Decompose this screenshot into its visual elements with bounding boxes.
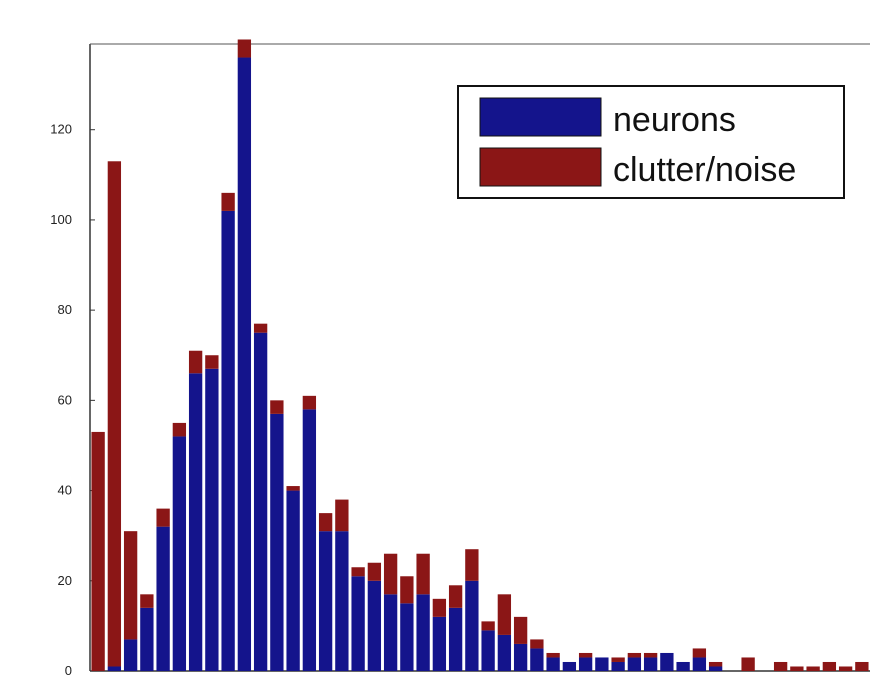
bar-segment-clutter-noise bbox=[383, 553, 398, 595]
bar-segment-neurons bbox=[708, 666, 723, 671]
bar-segment-neurons bbox=[156, 526, 170, 671]
bar-segment-clutter-noise bbox=[513, 616, 528, 644]
y-tick-label: 40 bbox=[58, 483, 72, 498]
bar-segment-clutter-noise bbox=[205, 355, 219, 369]
bar-segment-clutter-noise bbox=[546, 652, 560, 658]
y-ticks: 0 20 40 60 80 100 120 bbox=[50, 122, 95, 678]
bar-segment-clutter-noise bbox=[156, 508, 170, 527]
bar-segment-clutter-noise bbox=[692, 648, 707, 658]
bar-segment-clutter-noise bbox=[806, 666, 820, 671]
legend-label-neurons: neurons bbox=[613, 101, 736, 139]
bars bbox=[91, 39, 869, 671]
bar-segment-neurons bbox=[546, 657, 560, 671]
bar-segment-neurons bbox=[237, 57, 252, 671]
bar-segment-clutter-noise bbox=[172, 422, 187, 437]
bar-segment-clutter-noise bbox=[481, 621, 495, 631]
bar-segment-neurons bbox=[660, 652, 674, 671]
bar-segment-clutter-noise bbox=[432, 598, 447, 617]
bar-segment-neurons bbox=[367, 580, 382, 671]
bar-segment-neurons bbox=[221, 210, 235, 671]
bar-segment-neurons bbox=[611, 661, 625, 671]
bar-segment-clutter-noise bbox=[822, 661, 837, 671]
bar-segment-neurons bbox=[107, 666, 122, 671]
y-tick-label: 80 bbox=[58, 302, 72, 317]
bar-segment-neurons bbox=[205, 368, 219, 671]
bar-segment-clutter-noise bbox=[400, 576, 414, 604]
bar-segment-neurons bbox=[351, 576, 365, 671]
bar-segment-neurons bbox=[172, 436, 187, 671]
bar-segment-neurons bbox=[692, 657, 707, 671]
bar-segment-clutter-noise bbox=[140, 594, 154, 608]
bar-segment-neurons bbox=[416, 594, 430, 671]
bar-segment-neurons bbox=[140, 607, 154, 671]
bar-segment-clutter-noise bbox=[188, 350, 203, 374]
bar-segment-clutter-noise bbox=[351, 567, 365, 577]
bar-segment-clutter-noise bbox=[530, 639, 544, 649]
bar-segment-neurons bbox=[188, 373, 203, 671]
bar-segment-neurons bbox=[676, 661, 690, 671]
bar-segment-clutter-noise bbox=[367, 562, 382, 581]
y-tick-label: 0 bbox=[65, 663, 72, 678]
bar-segment-neurons bbox=[513, 643, 528, 671]
bar-segment-clutter-noise bbox=[741, 657, 755, 671]
bar-segment-clutter-noise bbox=[773, 661, 788, 671]
bar-segment-clutter-noise bbox=[253, 323, 268, 333]
y-tick-label: 20 bbox=[58, 573, 72, 588]
bar-segment-clutter-noise bbox=[790, 666, 804, 671]
bar-segment-neurons bbox=[383, 594, 398, 671]
bar-segment-clutter-noise bbox=[627, 652, 642, 658]
y-tick-label: 100 bbox=[50, 212, 72, 227]
bar-segment-neurons bbox=[643, 657, 658, 671]
bar-segment-neurons bbox=[318, 531, 333, 671]
bar-segment-neurons bbox=[400, 603, 414, 671]
bar-segment-clutter-noise bbox=[838, 666, 853, 671]
bar-segment-neurons bbox=[432, 616, 447, 671]
bar-segment-clutter-noise bbox=[302, 395, 317, 410]
legend-swatch-neurons bbox=[479, 97, 602, 137]
bar-segment-neurons bbox=[481, 630, 495, 671]
bar-segment-neurons bbox=[465, 580, 479, 671]
bar-segment-clutter-noise bbox=[611, 657, 625, 662]
y-tick-label: 60 bbox=[58, 392, 72, 407]
bar-segment-clutter-noise bbox=[578, 652, 593, 658]
bar-segment-clutter-noise bbox=[643, 652, 658, 658]
bar-segment-neurons bbox=[302, 409, 317, 671]
bar-segment-clutter-noise bbox=[107, 161, 122, 667]
y-tick-label: 120 bbox=[50, 122, 72, 137]
legend-label-clutter-noise: clutter/noise bbox=[613, 151, 796, 189]
bar-segment-clutter-noise bbox=[708, 661, 723, 667]
bar-segment-neurons bbox=[335, 531, 349, 671]
bar-segment-neurons bbox=[270, 413, 284, 671]
bar-segment-clutter-noise bbox=[318, 513, 333, 532]
bar-segment-neurons bbox=[595, 657, 609, 671]
bar-segment-neurons bbox=[530, 648, 544, 671]
bar-segment-clutter-noise bbox=[416, 553, 430, 595]
bar-segment-clutter-noise bbox=[91, 431, 105, 671]
bar-segment-clutter-noise bbox=[123, 531, 138, 640]
bar-segment-clutter-noise bbox=[270, 400, 284, 414]
bar-segment-neurons bbox=[627, 657, 642, 671]
legend-swatch-clutter-noise bbox=[479, 147, 602, 187]
bar-segment-clutter-noise bbox=[497, 594, 512, 635]
bar-segment-clutter-noise bbox=[237, 39, 252, 58]
bar-segment-neurons bbox=[497, 634, 512, 671]
bar-segment-neurons bbox=[448, 607, 463, 671]
bar-segment-neurons bbox=[123, 639, 138, 671]
bar-segment-clutter-noise bbox=[448, 585, 463, 608]
bar-segment-neurons bbox=[578, 657, 593, 671]
bar-segment-neurons bbox=[286, 490, 300, 671]
bar-segment-neurons bbox=[253, 332, 268, 671]
bar-segment-clutter-noise bbox=[335, 499, 349, 532]
bar-segment-clutter-noise bbox=[221, 192, 235, 211]
bar-segment-clutter-noise bbox=[855, 661, 869, 671]
bar-segment-neurons bbox=[562, 661, 577, 671]
bar-segment-clutter-noise bbox=[465, 549, 479, 581]
legend: neurons clutter/noise bbox=[457, 85, 845, 199]
bar-segment-clutter-noise bbox=[286, 486, 300, 491]
